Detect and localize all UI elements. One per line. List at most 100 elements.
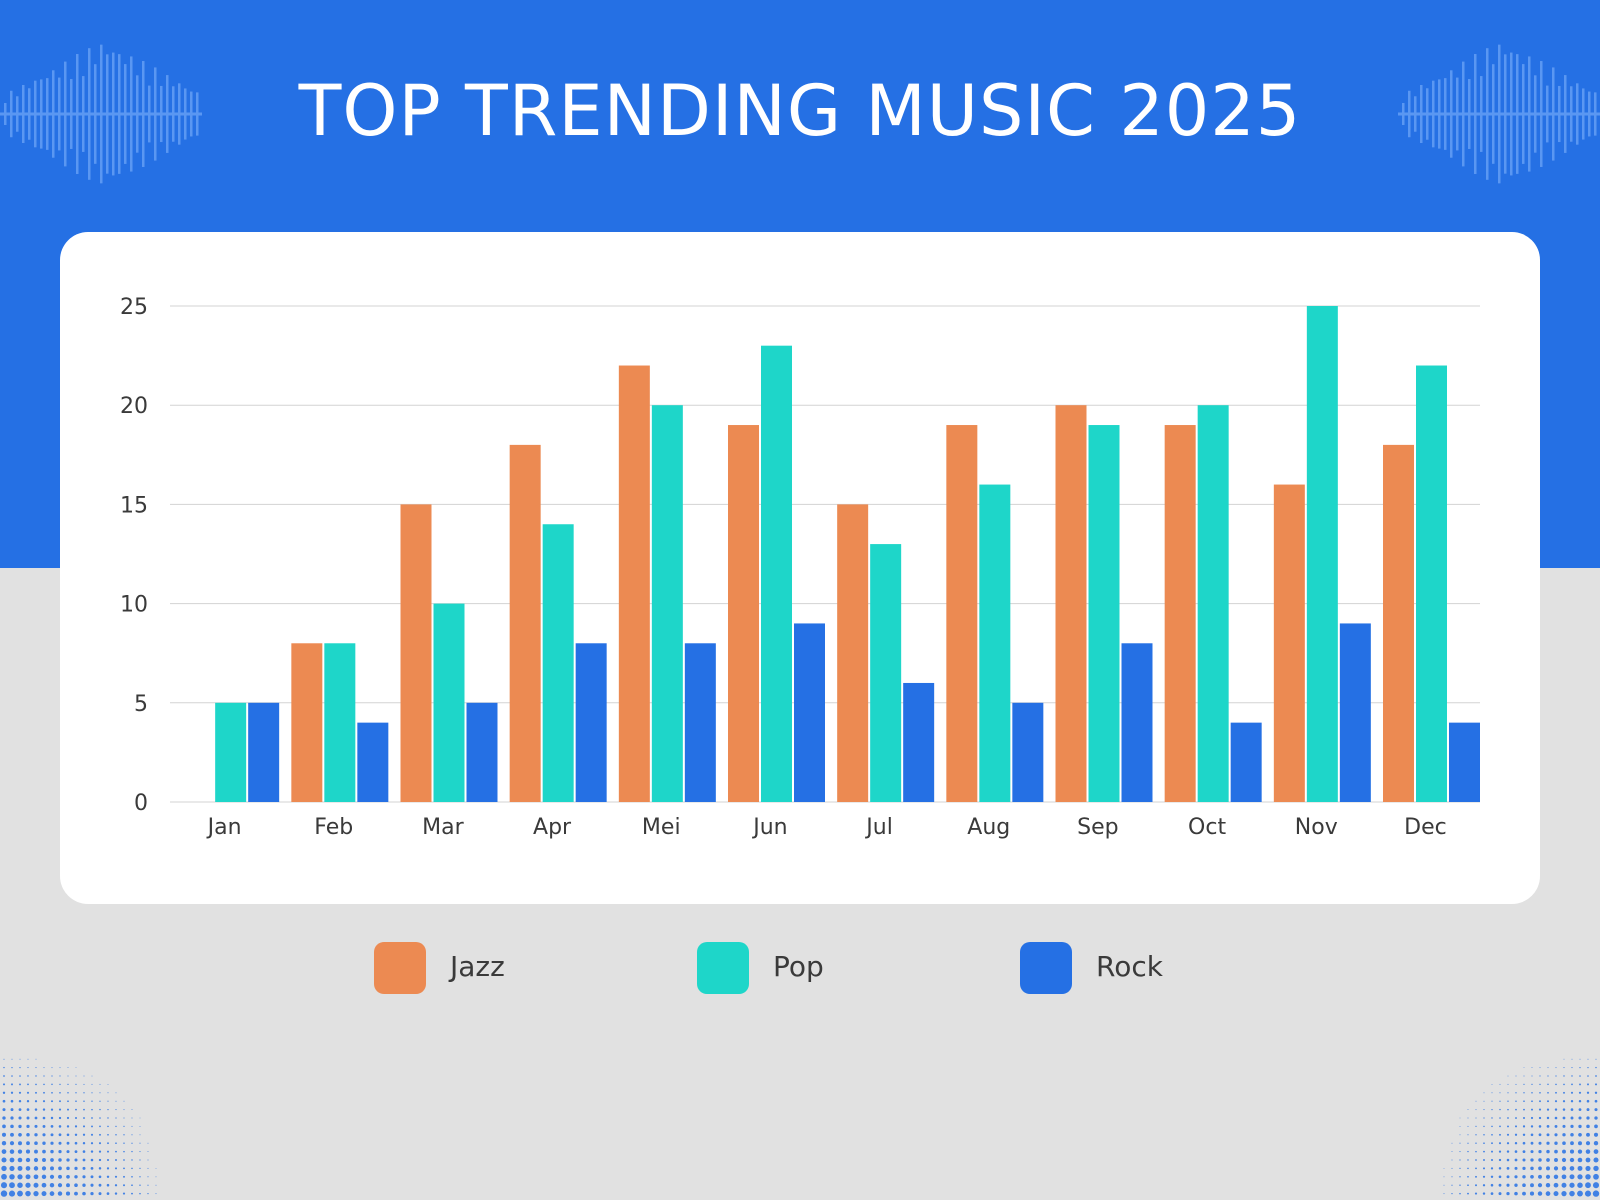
halftone-dot: [139, 1159, 141, 1161]
halftone-dot: [1563, 1067, 1565, 1069]
bar-rock-aug: [1012, 702, 1044, 802]
halftone-dot: [99, 1117, 101, 1119]
halftone-dot: [123, 1159, 125, 1161]
halftone-dot: [1451, 1142, 1453, 1144]
halftone-dot: [41, 1191, 47, 1197]
halftone-dot: [123, 1175, 125, 1178]
halftone-dot: [19, 1083, 21, 1086]
halftone-dots-pattern: [0, 1058, 157, 1197]
halftone-dot: [35, 1058, 37, 1060]
halftone-dot: [1, 1173, 7, 1180]
halftone-dot: [98, 1175, 102, 1179]
halftone-dot: [99, 1108, 101, 1111]
halftone-dot: [33, 1166, 39, 1171]
halftone-dot: [115, 1109, 117, 1111]
halftone-dot: [99, 1083, 101, 1085]
halftone-dot: [1451, 1176, 1453, 1178]
halftone-dot: [1, 1165, 7, 1172]
bar-rock-jul: [903, 682, 935, 802]
halftone-dot: [67, 1083, 69, 1086]
halftone-dot: [1507, 1100, 1509, 1102]
halftone-dot: [1531, 1075, 1533, 1077]
halftone-dot: [10, 1124, 14, 1129]
halftone-dot: [18, 1124, 22, 1129]
halftone-dot: [1482, 1192, 1486, 1195]
halftone-dot: [1475, 1175, 1477, 1178]
halftone-dot: [1577, 1190, 1583, 1197]
halftone-dot: [57, 1183, 63, 1188]
halftone-dot: [3, 1075, 5, 1077]
x-tick-label: Oct: [1188, 815, 1226, 840]
halftone-dot: [1585, 1141, 1591, 1146]
halftone-dot: [25, 1182, 31, 1188]
halftone-dot: [1507, 1108, 1509, 1111]
halftone-dot: [99, 1133, 101, 1136]
halftone-dot: [33, 1182, 39, 1188]
bar-rock-apr: [575, 643, 607, 802]
halftone-dot: [107, 1142, 109, 1145]
halftone-dot: [1592, 1182, 1600, 1189]
halftone-dot: [1570, 1133, 1574, 1137]
halftone-dot: [1546, 1125, 1550, 1128]
halftone-dot: [1506, 1183, 1510, 1187]
halftone-dot: [1547, 1100, 1549, 1103]
halftone-dot: [1467, 1134, 1469, 1136]
halftone-dot: [1522, 1191, 1526, 1196]
halftone-dot: [67, 1092, 69, 1094]
halftone-dot: [98, 1192, 102, 1196]
halftone-dot: [10, 1091, 14, 1094]
halftone-dot: [1459, 1159, 1461, 1161]
halftone-dot: [42, 1108, 46, 1111]
halftone-dot: [1546, 1133, 1550, 1137]
bar-jazz-feb: [291, 643, 323, 802]
halftone-dot: [49, 1182, 55, 1188]
halftone-dot: [131, 1175, 133, 1178]
halftone-dot: [1522, 1125, 1526, 1128]
halftone-dot: [59, 1091, 61, 1094]
halftone-dot: [2, 1116, 6, 1120]
halftone-dot: [1586, 1124, 1590, 1129]
halftone-dot: [17, 1174, 23, 1180]
halftone-dot: [123, 1109, 125, 1111]
halftone-dot: [1570, 1141, 1574, 1146]
halftone-dot: [1587, 1075, 1589, 1077]
halftone-dot: [34, 1149, 38, 1154]
halftone-dot: [147, 1176, 149, 1178]
halftone-dot: [1594, 1124, 1598, 1129]
halftone-dot: [26, 1124, 30, 1129]
halftone-dot: [1530, 1141, 1534, 1145]
halftone-dot: [1562, 1116, 1566, 1120]
halftone-dot: [1467, 1159, 1469, 1161]
halftone-dot: [34, 1133, 38, 1137]
halftone-dot: [1539, 1067, 1541, 1069]
x-tick-label: Jul: [864, 815, 893, 840]
halftone-dot: [106, 1192, 110, 1195]
halftone-dot: [1522, 1183, 1526, 1188]
y-tick-label: 20: [120, 394, 148, 419]
halftone-dot: [1563, 1083, 1565, 1086]
halftone-dot: [58, 1125, 62, 1128]
halftone-dot: [1506, 1150, 1510, 1153]
halftone-dot: [1571, 1058, 1573, 1060]
halftone-dot: [1530, 1158, 1534, 1162]
halftone-dot: [139, 1134, 141, 1136]
halftone-dot: [1475, 1109, 1477, 1111]
halftone-dot: [11, 1058, 13, 1060]
halftone-dot: [1507, 1092, 1509, 1094]
halftone-dot: [139, 1142, 141, 1144]
bar-pop-apr: [542, 524, 574, 802]
halftone-dot: [2, 1108, 6, 1112]
halftone-dot: [131, 1159, 133, 1161]
halftone-dot: [51, 1075, 53, 1077]
halftone-dot: [123, 1117, 125, 1119]
halftone-dot: [1506, 1158, 1510, 1162]
halftone-dot: [1507, 1125, 1509, 1128]
halftone-dot: [1561, 1157, 1567, 1163]
halftone-dot: [2, 1091, 6, 1094]
halftone-dot: [1553, 1191, 1559, 1197]
halftone-dot: [1562, 1108, 1566, 1111]
halftone-dot: [90, 1133, 94, 1136]
halftone-dot: [1595, 1075, 1597, 1077]
halftone-dot: [19, 1075, 21, 1077]
halftone-dot: [1491, 1150, 1493, 1153]
